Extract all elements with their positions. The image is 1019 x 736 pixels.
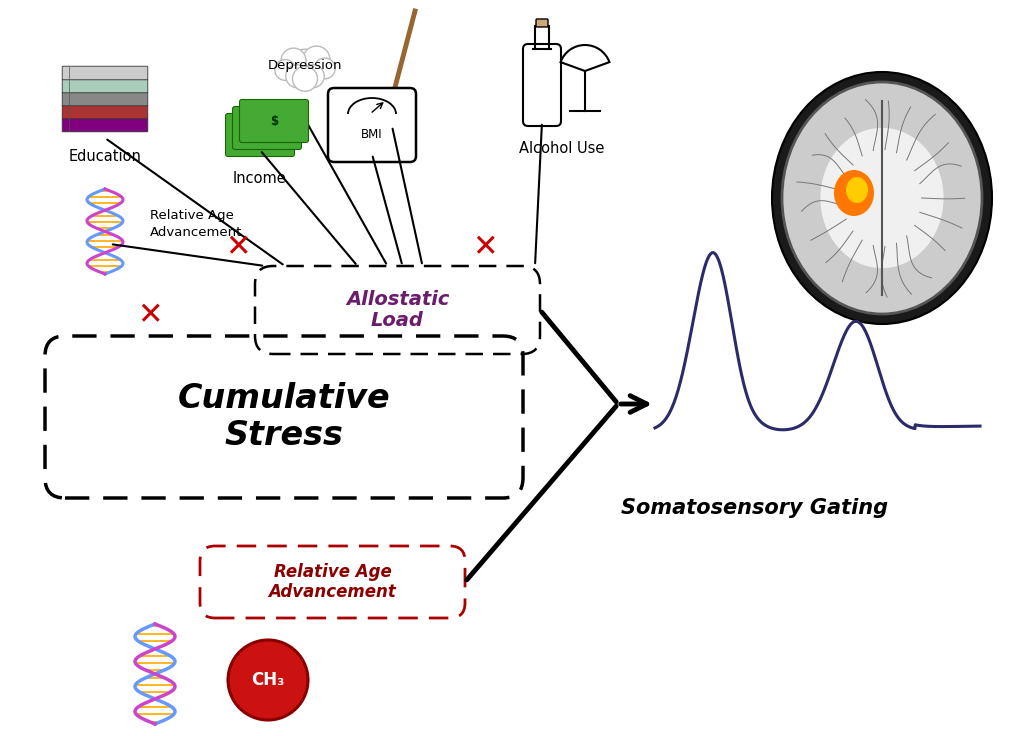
FancyBboxPatch shape <box>328 88 416 162</box>
Text: Income: Income <box>233 171 286 186</box>
Ellipse shape <box>782 82 981 314</box>
Ellipse shape <box>771 72 991 324</box>
Text: Relative Age
Advancement: Relative Age Advancement <box>268 563 396 601</box>
Text: Alcohol Use: Alcohol Use <box>519 141 604 156</box>
Circle shape <box>301 65 324 88</box>
Text: Education: Education <box>68 149 142 164</box>
Wedge shape <box>560 45 608 71</box>
Circle shape <box>292 66 317 91</box>
Ellipse shape <box>834 170 873 216</box>
FancyBboxPatch shape <box>62 66 148 79</box>
Text: Allostatic
Load: Allostatic Load <box>345 290 448 330</box>
Circle shape <box>303 46 329 73</box>
Text: Somatosensory Gating: Somatosensory Gating <box>621 498 888 518</box>
Text: ✕: ✕ <box>472 233 497 263</box>
Text: $: $ <box>256 129 264 141</box>
Ellipse shape <box>819 128 943 268</box>
Text: $: $ <box>270 115 278 127</box>
Text: ✕: ✕ <box>138 302 163 330</box>
Text: $: $ <box>263 121 271 135</box>
FancyBboxPatch shape <box>62 79 148 93</box>
FancyBboxPatch shape <box>535 19 547 27</box>
Text: CH₃: CH₃ <box>251 671 284 689</box>
FancyBboxPatch shape <box>232 107 302 149</box>
Text: Depression: Depression <box>268 60 342 73</box>
FancyBboxPatch shape <box>62 118 148 132</box>
FancyBboxPatch shape <box>62 92 148 106</box>
Circle shape <box>314 58 335 79</box>
Circle shape <box>274 60 296 80</box>
Text: Cumulative
Stress: Cumulative Stress <box>177 382 390 452</box>
FancyBboxPatch shape <box>62 105 148 118</box>
Circle shape <box>288 49 321 82</box>
Text: ✕: ✕ <box>225 233 251 263</box>
Circle shape <box>228 640 308 720</box>
Circle shape <box>285 65 309 88</box>
Ellipse shape <box>793 90 969 306</box>
Text: BMI: BMI <box>361 127 382 141</box>
FancyBboxPatch shape <box>225 113 294 157</box>
Circle shape <box>281 48 306 73</box>
Text: ADL: ADL <box>385 141 414 156</box>
FancyBboxPatch shape <box>239 99 308 143</box>
Text: Relative Age
Advancement: Relative Age Advancement <box>150 210 243 238</box>
Ellipse shape <box>845 177 867 203</box>
FancyBboxPatch shape <box>523 44 560 126</box>
